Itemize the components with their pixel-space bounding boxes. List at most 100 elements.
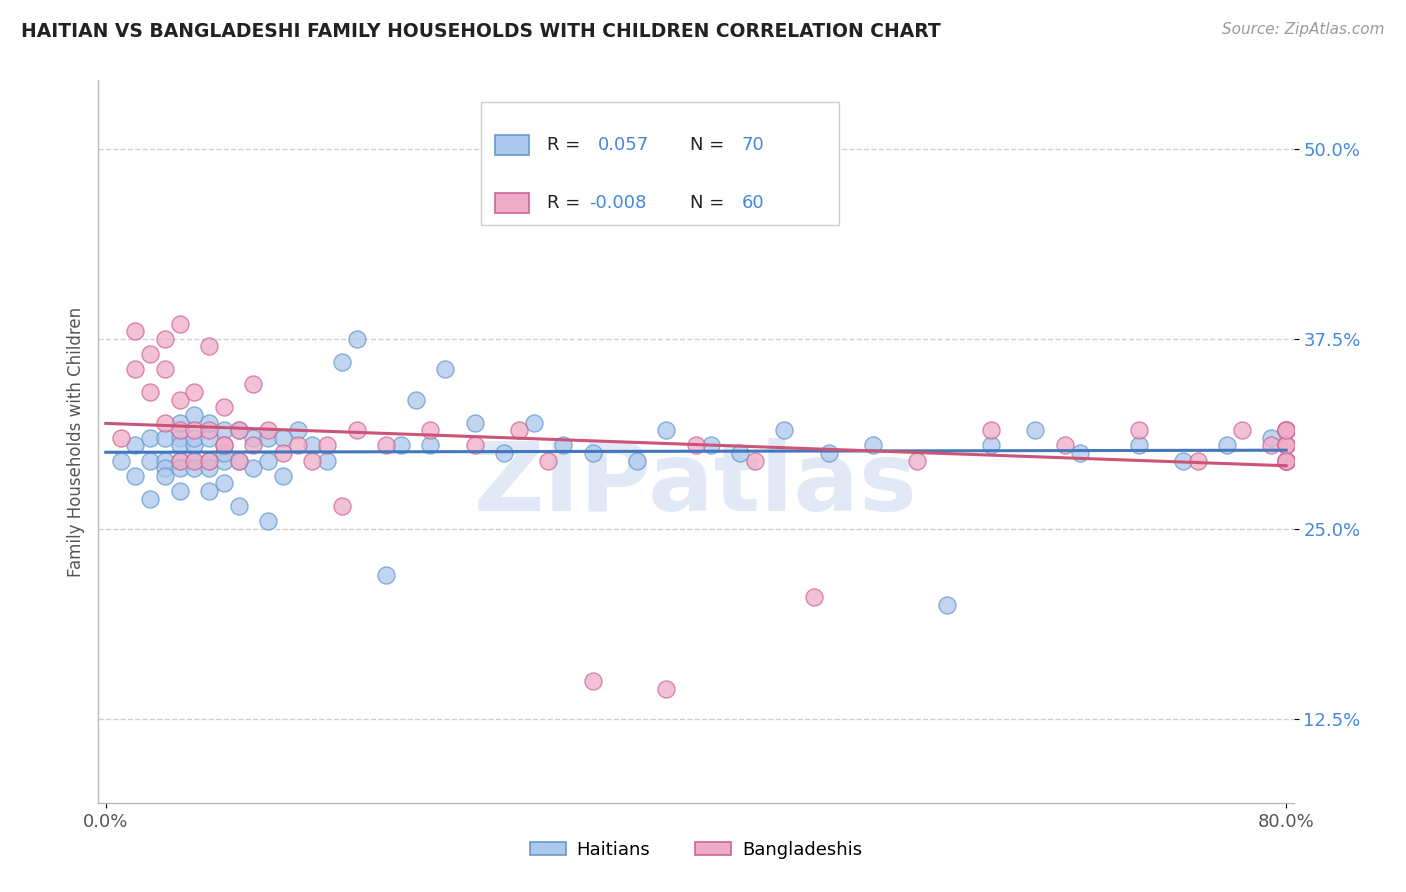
Point [198, 339, 221, 353]
Point [169, 453, 191, 467]
Point [419, 438, 441, 452]
Point [935, 598, 957, 612]
Point [183, 438, 205, 452]
Point [626, 453, 648, 467]
Point [1128, 438, 1150, 452]
Point [494, 446, 516, 460]
Point [582, 674, 605, 689]
Point [153, 362, 176, 376]
Point [257, 453, 280, 467]
Point [464, 438, 486, 452]
Point [287, 438, 309, 452]
Point [198, 461, 221, 475]
Text: N =: N = [690, 136, 730, 154]
Point [153, 431, 176, 445]
Point [862, 438, 884, 452]
Point [198, 431, 221, 445]
Point [212, 446, 235, 460]
Point [316, 438, 339, 452]
Point [153, 468, 176, 483]
Point [242, 461, 264, 475]
Point [287, 423, 309, 437]
Point [169, 416, 191, 430]
Point [1230, 423, 1253, 437]
Point [228, 453, 250, 467]
Point [980, 423, 1002, 437]
Point [405, 392, 427, 407]
Point [464, 416, 486, 430]
Point [346, 423, 368, 437]
Point [212, 438, 235, 452]
Point [330, 354, 353, 368]
Point [553, 438, 575, 452]
Point [1187, 453, 1209, 467]
Point [1260, 431, 1282, 445]
Legend: Haitians, Bangladeshis: Haitians, Bangladeshis [522, 834, 870, 866]
Point [169, 392, 191, 407]
Text: -0.008: -0.008 [589, 194, 647, 211]
Point [183, 453, 205, 467]
Text: R =: R = [547, 136, 585, 154]
Point [803, 591, 825, 605]
Point [183, 408, 205, 422]
Point [212, 438, 235, 452]
Point [139, 347, 162, 361]
Point [1275, 423, 1298, 437]
Point [153, 332, 176, 346]
Point [1275, 423, 1298, 437]
Point [183, 461, 205, 475]
Point [153, 461, 176, 475]
Point [1275, 438, 1298, 452]
Point [198, 416, 221, 430]
Point [523, 416, 546, 430]
Point [212, 401, 235, 415]
Point [1275, 438, 1298, 452]
Point [1069, 446, 1091, 460]
Point [257, 515, 280, 529]
Point [1053, 438, 1076, 452]
Point [228, 423, 250, 437]
Point [434, 362, 457, 376]
Point [124, 468, 146, 483]
Point [1275, 423, 1298, 437]
Point [169, 431, 191, 445]
Point [1128, 423, 1150, 437]
Point [1275, 453, 1298, 467]
Point [330, 499, 353, 513]
Point [110, 431, 132, 445]
Point [153, 453, 176, 467]
Text: ZIPatlas: ZIPatlas [474, 438, 918, 532]
Point [685, 438, 707, 452]
Point [316, 453, 339, 467]
Point [242, 438, 264, 452]
Point [389, 438, 412, 452]
Point [271, 446, 294, 460]
Point [301, 453, 323, 467]
Point [257, 431, 280, 445]
Point [169, 423, 191, 437]
Point [257, 423, 280, 437]
Point [1275, 453, 1298, 467]
Point [212, 423, 235, 437]
Point [183, 385, 205, 400]
Point [169, 317, 191, 331]
Text: HAITIAN VS BANGLADESHI FAMILY HOUSEHOLDS WITH CHILDREN CORRELATION CHART: HAITIAN VS BANGLADESHI FAMILY HOUSEHOLDS… [21, 22, 941, 41]
Point [139, 431, 162, 445]
Point [124, 324, 146, 338]
Point [124, 438, 146, 452]
Point [375, 567, 398, 582]
Point [1275, 453, 1298, 467]
Point [375, 438, 398, 452]
Point [655, 681, 678, 696]
Point [773, 423, 796, 437]
Point [1275, 423, 1298, 437]
Point [817, 446, 839, 460]
Point [1171, 453, 1194, 467]
Point [139, 453, 162, 467]
Point [153, 416, 176, 430]
Point [169, 461, 191, 475]
Point [1216, 438, 1239, 452]
Point [169, 453, 191, 467]
Point [346, 332, 368, 346]
Point [228, 453, 250, 467]
